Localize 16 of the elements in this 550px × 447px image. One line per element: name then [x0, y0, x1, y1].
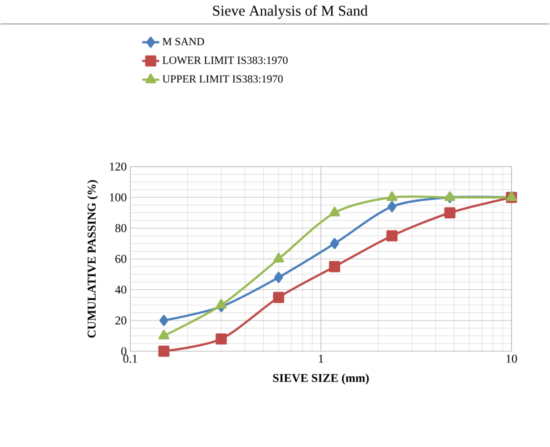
y-tick-label: 0 [121, 347, 126, 356]
y-tick-label: 40 [115, 286, 126, 294]
x-tick-label: 10 [506, 354, 517, 363]
x-tick-label: 1 [318, 354, 324, 363]
legend-label: M SAND [162, 38, 204, 46]
legend-label: UPPER LIMIT IS383:1970 [162, 75, 283, 83]
y-tick-label: 20 [115, 316, 126, 324]
legend-label: LOWER LIMIT IS383:1970 [162, 56, 288, 64]
x-tick-label: 0.1 [123, 354, 138, 363]
x-axis-title: SIEVE SIZE (mm) [273, 374, 369, 384]
chart-title: Sieve Analysis of M Sand [213, 5, 368, 19]
y-tick-label: 120 [110, 162, 126, 171]
y-axis-title: CUMULATIVE PASSING (%) [87, 180, 98, 338]
y-tick-label: 60 [115, 254, 126, 263]
y-tick-label: 80 [115, 224, 126, 232]
y-tick-label: 100 [110, 193, 126, 202]
